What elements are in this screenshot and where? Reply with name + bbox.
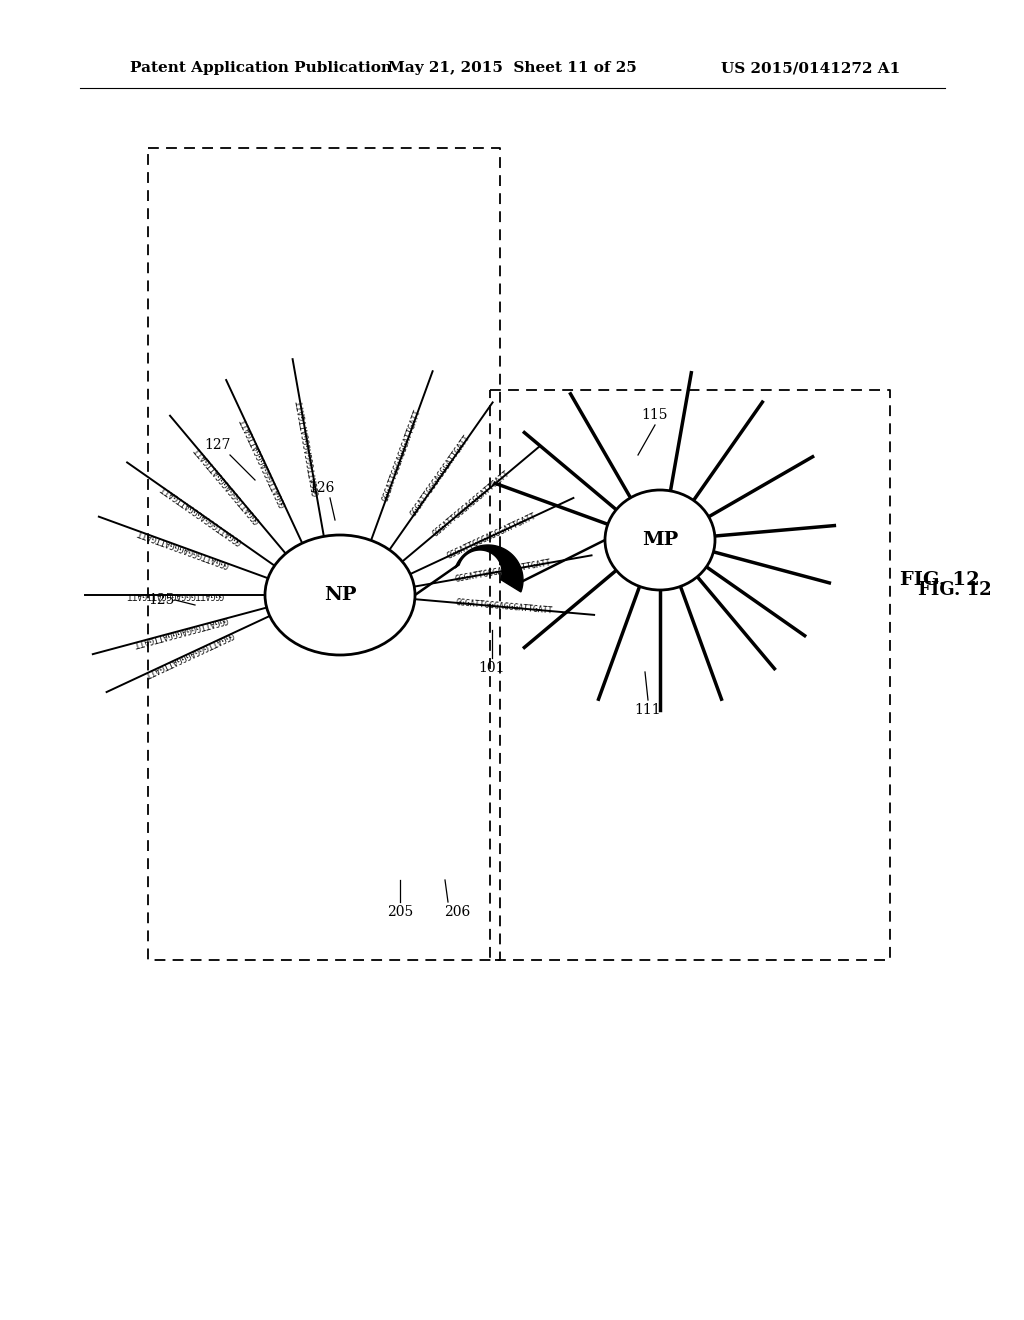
- Text: 111: 111: [635, 704, 662, 717]
- Text: 205: 205: [387, 906, 413, 919]
- Ellipse shape: [605, 490, 715, 590]
- Text: GGGATTGGGAGGGATTGATT: GGGATTGGGAGGGATTGATT: [240, 416, 289, 508]
- Text: GGGATTGGGAGGGATTGATT: GGGATTGGGAGGGATTGATT: [142, 630, 234, 678]
- Text: May 21, 2015  Sheet 11 of 25: May 21, 2015 Sheet 11 of 25: [388, 61, 636, 75]
- Text: FIG. 12: FIG. 12: [900, 572, 980, 589]
- Text: GGGATTGGGAGGGATTGATT: GGGATTGGGAGGGATTGATT: [431, 469, 511, 539]
- Text: GGGATTGGGAGGGATTGATT: GGGATTGGGAGGGATTGATT: [159, 482, 244, 545]
- Text: GGGATTGGGAGGGATTGATT: GGGATTGGGAGGGATTGATT: [295, 399, 322, 496]
- Text: 127: 127: [205, 438, 231, 451]
- Text: MP: MP: [642, 531, 678, 549]
- Text: GGGATTGGGAGGGATTGATT: GGGATTGGGAGGGATTGATT: [126, 590, 224, 599]
- Text: 126: 126: [309, 480, 335, 495]
- Text: 125: 125: [148, 593, 175, 607]
- Text: GGGATTGGGAGGGATTGATT: GGGATTGGGAGGGATTGATT: [410, 433, 473, 519]
- Text: GGGATTGGGAGGGATTGATT: GGGATTGGGAGGGATTGATT: [445, 511, 538, 561]
- Text: NP: NP: [324, 586, 356, 605]
- Text: US 2015/0141272 A1: US 2015/0141272 A1: [721, 61, 900, 75]
- Polygon shape: [455, 545, 523, 591]
- Text: GGGATTGGGAGGGATTGATT: GGGATTGGGAGGGATTGATT: [454, 558, 552, 583]
- Text: FIG. 12: FIG. 12: [919, 581, 992, 599]
- Ellipse shape: [265, 535, 415, 655]
- Text: GGGATTGGGAGGGATTGATT: GGGATTGGGAGGGATTGATT: [194, 445, 262, 525]
- Text: Patent Application Publication: Patent Application Publication: [130, 61, 392, 75]
- Text: GGGATTGGGAGGGATTGATT: GGGATTGGGAGGGATTGATT: [456, 598, 553, 615]
- Text: 115: 115: [642, 408, 669, 422]
- Text: 206: 206: [444, 906, 470, 919]
- Text: GGGATTGGGAGGGATTGATT: GGGATTGGGAGGGATTGATT: [381, 408, 423, 503]
- Text: GGGATTGGGAGGGATTGATT: GGGATTGGGAGGGATTGATT: [131, 614, 228, 648]
- Text: 101: 101: [479, 661, 505, 675]
- Text: GGGATTGGGAGGGATTGATT: GGGATTGGGAGGGATTGATT: [136, 527, 230, 569]
